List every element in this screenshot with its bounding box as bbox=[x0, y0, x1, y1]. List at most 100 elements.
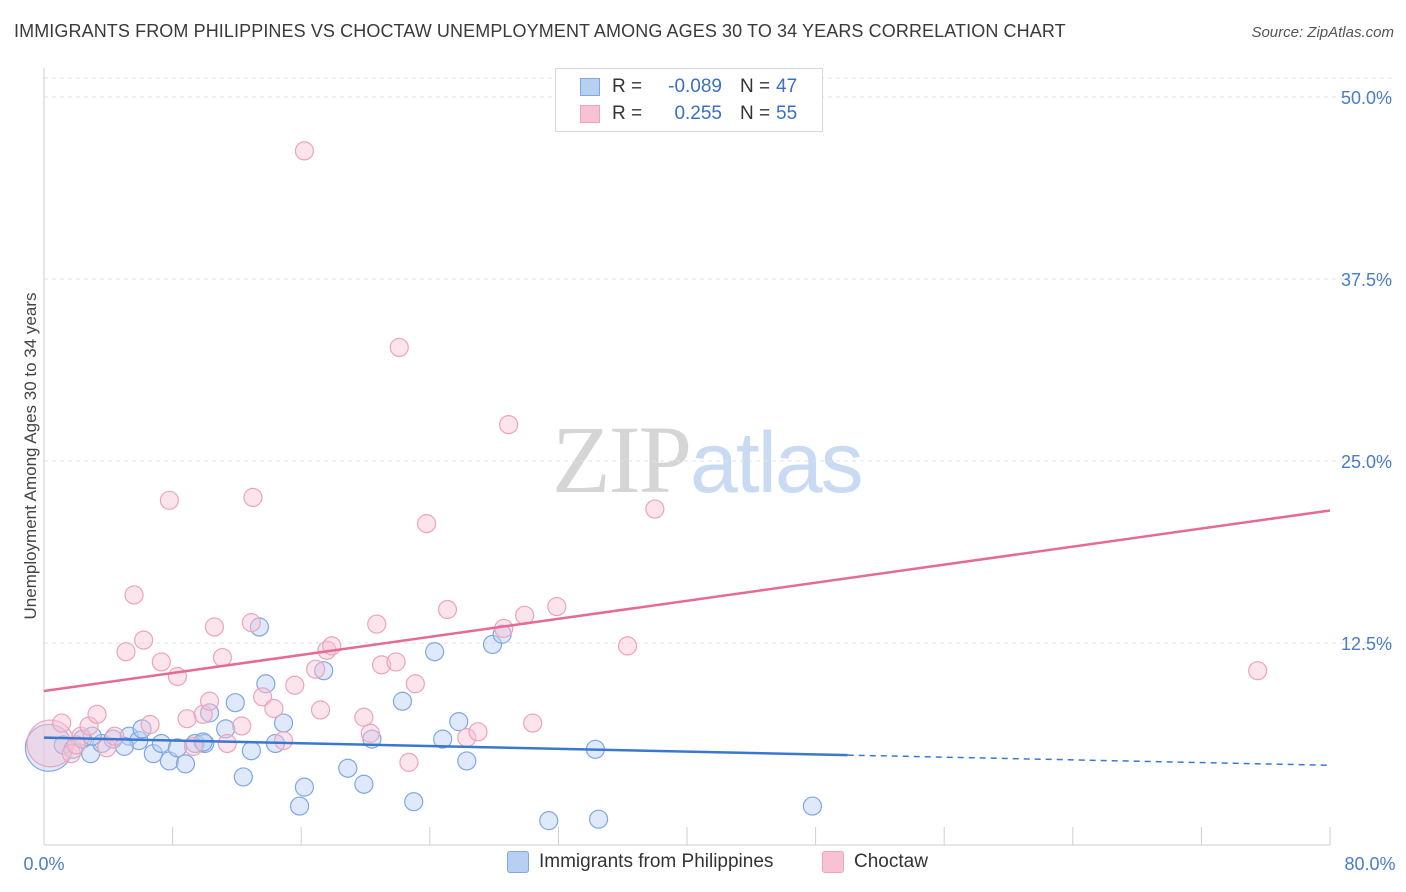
x-tick-label-max: 80.0% bbox=[1344, 854, 1395, 874]
source-label: Source: ZipAtlas.com bbox=[1251, 24, 1394, 41]
point-choctaw bbox=[134, 630, 154, 650]
axes bbox=[43, 68, 1331, 846]
point-choctaw bbox=[159, 490, 179, 510]
legend-n-label: N = bbox=[740, 76, 771, 97]
point-philippines bbox=[289, 796, 310, 816]
point-choctaw bbox=[264, 698, 284, 719]
point-choctaw bbox=[294, 141, 315, 161]
point-choctaw bbox=[386, 652, 406, 672]
point-philippines bbox=[433, 729, 453, 749]
point-choctaw bbox=[71, 726, 91, 746]
legend-r-label: R = bbox=[612, 103, 643, 124]
point-philippines bbox=[449, 712, 469, 732]
trend-line-philippines-extension bbox=[847, 754, 1331, 767]
point-choctaw bbox=[405, 674, 425, 694]
point-choctaw bbox=[66, 735, 86, 755]
point-philippines bbox=[185, 733, 205, 754]
point-choctaw bbox=[468, 722, 488, 742]
point-choctaw bbox=[367, 614, 387, 634]
legend-r-value: 0.255 bbox=[674, 103, 722, 124]
bottom-legend-label-philippines: Immigrants from Philippines bbox=[539, 851, 774, 872]
bottom-legend-label-choctaw: Choctaw bbox=[854, 851, 928, 872]
point-philippines bbox=[392, 691, 413, 711]
point-choctaw bbox=[371, 655, 392, 675]
point-choctaw bbox=[547, 596, 567, 617]
trend-line-choctaw bbox=[43, 509, 1331, 693]
point-philippines bbox=[225, 693, 245, 713]
legend-n-value: 55 bbox=[776, 103, 798, 124]
tick-labels: 12.5% 25.0% 37.5% 50.0% 0.0% 80.0% bbox=[23, 88, 1395, 874]
point-choctaw bbox=[177, 709, 197, 729]
chart-title: IMMIGRANTS FROM PHILIPPINES VS CHOCTAW U… bbox=[14, 21, 1066, 41]
y-axis-label: Unemployment Among Ages 30 to 34 years bbox=[21, 293, 40, 620]
point-choctaw bbox=[253, 687, 273, 707]
point-choctaw bbox=[204, 617, 224, 637]
point-choctaw bbox=[399, 752, 419, 772]
point-philippines bbox=[482, 634, 503, 655]
point-philippines bbox=[167, 738, 188, 758]
legend-swatch-blue bbox=[580, 78, 600, 96]
point-choctaw bbox=[285, 675, 305, 695]
watermark-atlas: atlas bbox=[690, 415, 864, 511]
point-philippines bbox=[338, 758, 358, 778]
watermark-zip: ZIP bbox=[552, 406, 692, 513]
point-choctaw bbox=[273, 730, 294, 751]
point-philippines bbox=[151, 733, 171, 754]
trend-lines bbox=[43, 509, 1331, 767]
legend-row-blue: R = -0.089 N = 47 bbox=[580, 74, 797, 100]
point-choctaw bbox=[306, 659, 326, 679]
point-choctaw bbox=[124, 585, 144, 605]
point-choctaw bbox=[116, 642, 136, 662]
point-philippines bbox=[457, 751, 477, 771]
point-philippines bbox=[802, 796, 822, 816]
bottom-legend: Immigrants from Philippines Choctaw bbox=[0, 851, 1406, 879]
point-philippines bbox=[233, 767, 253, 787]
watermark: ZIPatlas bbox=[552, 404, 864, 515]
bottom-legend-swatch-blue bbox=[507, 851, 529, 873]
y-tick-label: 50.0% bbox=[1341, 88, 1392, 108]
y-tick-label: 25.0% bbox=[1341, 452, 1392, 472]
legend-row-pink: R = 0.255 N = 55 bbox=[580, 101, 797, 127]
point-choctaw bbox=[199, 691, 220, 711]
point-choctaw bbox=[360, 723, 380, 743]
point-philippines bbox=[216, 719, 236, 739]
point-choctaw bbox=[1248, 661, 1268, 681]
point-choctaw bbox=[617, 636, 638, 656]
point-philippines bbox=[588, 809, 609, 829]
point-choctaw bbox=[140, 714, 160, 735]
point-philippines bbox=[314, 661, 334, 681]
point-choctaw bbox=[87, 704, 107, 724]
grid-lines bbox=[44, 77, 1392, 644]
point-philippines bbox=[354, 774, 374, 794]
point-philippines bbox=[241, 741, 261, 761]
point-philippines bbox=[175, 754, 196, 774]
trend-line-philippines bbox=[43, 736, 848, 757]
legend-box: R = -0.089 N = 47 R = 0.255 N = 55 bbox=[555, 68, 823, 132]
bottom-legend-item-choctaw: Choctaw bbox=[822, 851, 928, 873]
point-choctaw bbox=[437, 599, 458, 620]
bottom-legend-item-philippines: Immigrants from Philippines bbox=[507, 851, 773, 873]
point-choctaw bbox=[151, 652, 171, 672]
legend-r-label: R = bbox=[612, 76, 643, 97]
point-choctaw bbox=[310, 700, 331, 720]
legend-swatch-pink bbox=[580, 105, 600, 123]
point-choctaw bbox=[389, 337, 409, 358]
point-choctaw bbox=[243, 487, 263, 507]
point-choctaw bbox=[232, 716, 252, 736]
point-choctaw bbox=[645, 499, 665, 519]
point-philippines bbox=[294, 777, 315, 797]
point-philippines bbox=[539, 811, 559, 831]
point-choctaw bbox=[52, 713, 72, 733]
x-tick-label-min: 0.0% bbox=[23, 854, 64, 874]
point-choctaw bbox=[241, 613, 261, 633]
point-philippines bbox=[143, 744, 163, 764]
data-points bbox=[24, 141, 1268, 831]
point-choctaw bbox=[354, 707, 374, 727]
y-tick-label: 37.5% bbox=[1341, 270, 1392, 290]
point-choctaw bbox=[105, 726, 125, 746]
point-choctaw bbox=[61, 744, 81, 764]
point-choctaw bbox=[523, 713, 543, 733]
y-tick-label: 12.5% bbox=[1341, 634, 1392, 654]
point-philippines bbox=[425, 642, 445, 662]
